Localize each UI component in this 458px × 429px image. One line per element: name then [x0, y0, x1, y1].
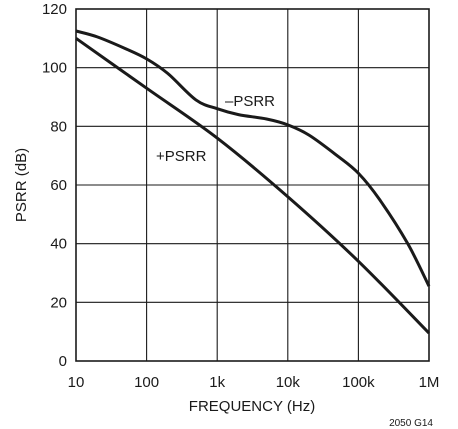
- x-axis-title: FREQUENCY (Hz): [189, 398, 315, 415]
- y-tick-label: 100: [42, 60, 67, 77]
- y-tick-label: 0: [59, 353, 67, 370]
- series-line-plus-psrr: [75, 37, 431, 335]
- series-label-minus-psrr: –PSRR: [225, 93, 275, 110]
- grid-lines: [76, 9, 429, 361]
- x-tick-label: 1k: [209, 374, 225, 391]
- y-tick-label: 120: [42, 1, 67, 18]
- x-tick-labels: 10 100 1k 10k 100k 1M: [68, 374, 440, 391]
- x-tick-label: 100k: [342, 374, 375, 391]
- series-label-plus-psrr: +PSRR: [156, 148, 207, 165]
- figure-id: 2050 G14: [389, 418, 433, 429]
- y-tick-label: 60: [50, 177, 67, 194]
- series-lines: [75, 29, 431, 335]
- x-tick-label: 1M: [419, 374, 440, 391]
- y-axis-title: PSRR (dB): [13, 148, 30, 222]
- x-tick-label: 10k: [276, 374, 301, 391]
- x-tick-label: 100: [134, 374, 159, 391]
- y-tick-label: 80: [50, 118, 67, 135]
- series-line-minus-psrr: [75, 29, 431, 287]
- y-tick-label: 20: [50, 294, 67, 311]
- y-tick-labels: 0 20 40 60 80 100 120: [42, 1, 67, 370]
- x-tick-label: 10: [68, 374, 85, 391]
- y-tick-label: 40: [50, 236, 67, 253]
